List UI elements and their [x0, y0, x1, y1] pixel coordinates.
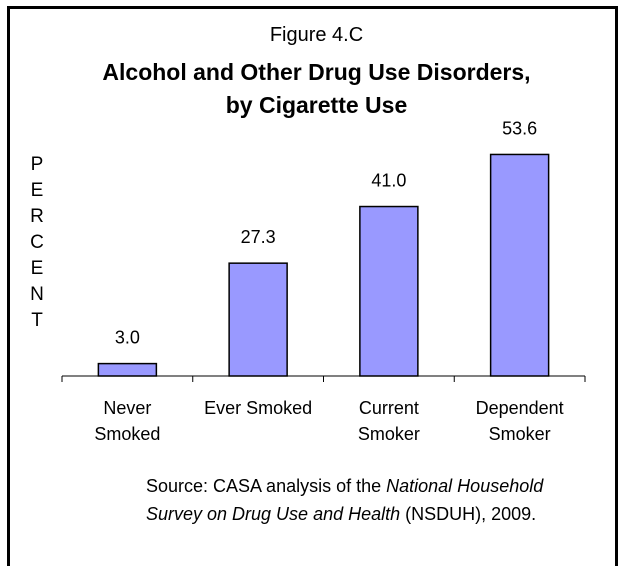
- bar: [97, 362, 158, 377]
- x-tick-label: Dependent: [476, 398, 564, 418]
- bar: [489, 153, 550, 377]
- data-label: 53.6: [502, 118, 537, 138]
- source-note: Source: CASA analysis of the National Ho…: [146, 472, 546, 528]
- chart-title: Alcohol and Other Drug Use Disorders, by…: [0, 56, 633, 122]
- y-axis-letter: R: [30, 206, 44, 227]
- y-axis-letter: N: [30, 284, 44, 305]
- x-tick-label: Current: [359, 398, 419, 418]
- x-tick-label: Smoked: [94, 424, 160, 444]
- bar: [228, 262, 288, 377]
- x-tick-label: Smoker: [489, 424, 551, 444]
- x-tick-label: Smoker: [358, 424, 420, 444]
- y-axis-letter: P: [30, 154, 44, 175]
- data-label: 3.0: [115, 328, 140, 348]
- chart-title-line-2: by Cigarette Use: [225, 92, 408, 118]
- y-axis-letter: C: [30, 232, 44, 253]
- y-axis-letter: E: [30, 258, 44, 279]
- bar: [359, 205, 419, 377]
- data-label: 41.0: [371, 171, 406, 191]
- y-axis-letter: E: [30, 180, 44, 201]
- figure-label: Figure 4.C: [269, 24, 364, 46]
- bar-chart: 3.0 Never Smoked 27.3 Ever Smoked 41.0 Current…: [61, 118, 586, 444]
- y-axis-label: P E R C E N T: [27, 152, 47, 334]
- chart-title-line-1: Alcohol and Other Drug Use Disorders,: [102, 59, 531, 85]
- y-axis-letter: T: [31, 310, 43, 331]
- data-label: 27.3: [241, 227, 276, 247]
- source-prefix: Source: CASA analysis of the: [146, 476, 387, 496]
- x-tick-label: Never: [103, 398, 151, 418]
- source-suffix: (NSDUH), 2009.: [400, 504, 537, 524]
- figure-frame: [7, 6, 618, 566]
- source-italic: National Household Survey on Drug Use an…: [146, 476, 544, 524]
- x-tick-label: Ever Smoked: [204, 398, 312, 418]
